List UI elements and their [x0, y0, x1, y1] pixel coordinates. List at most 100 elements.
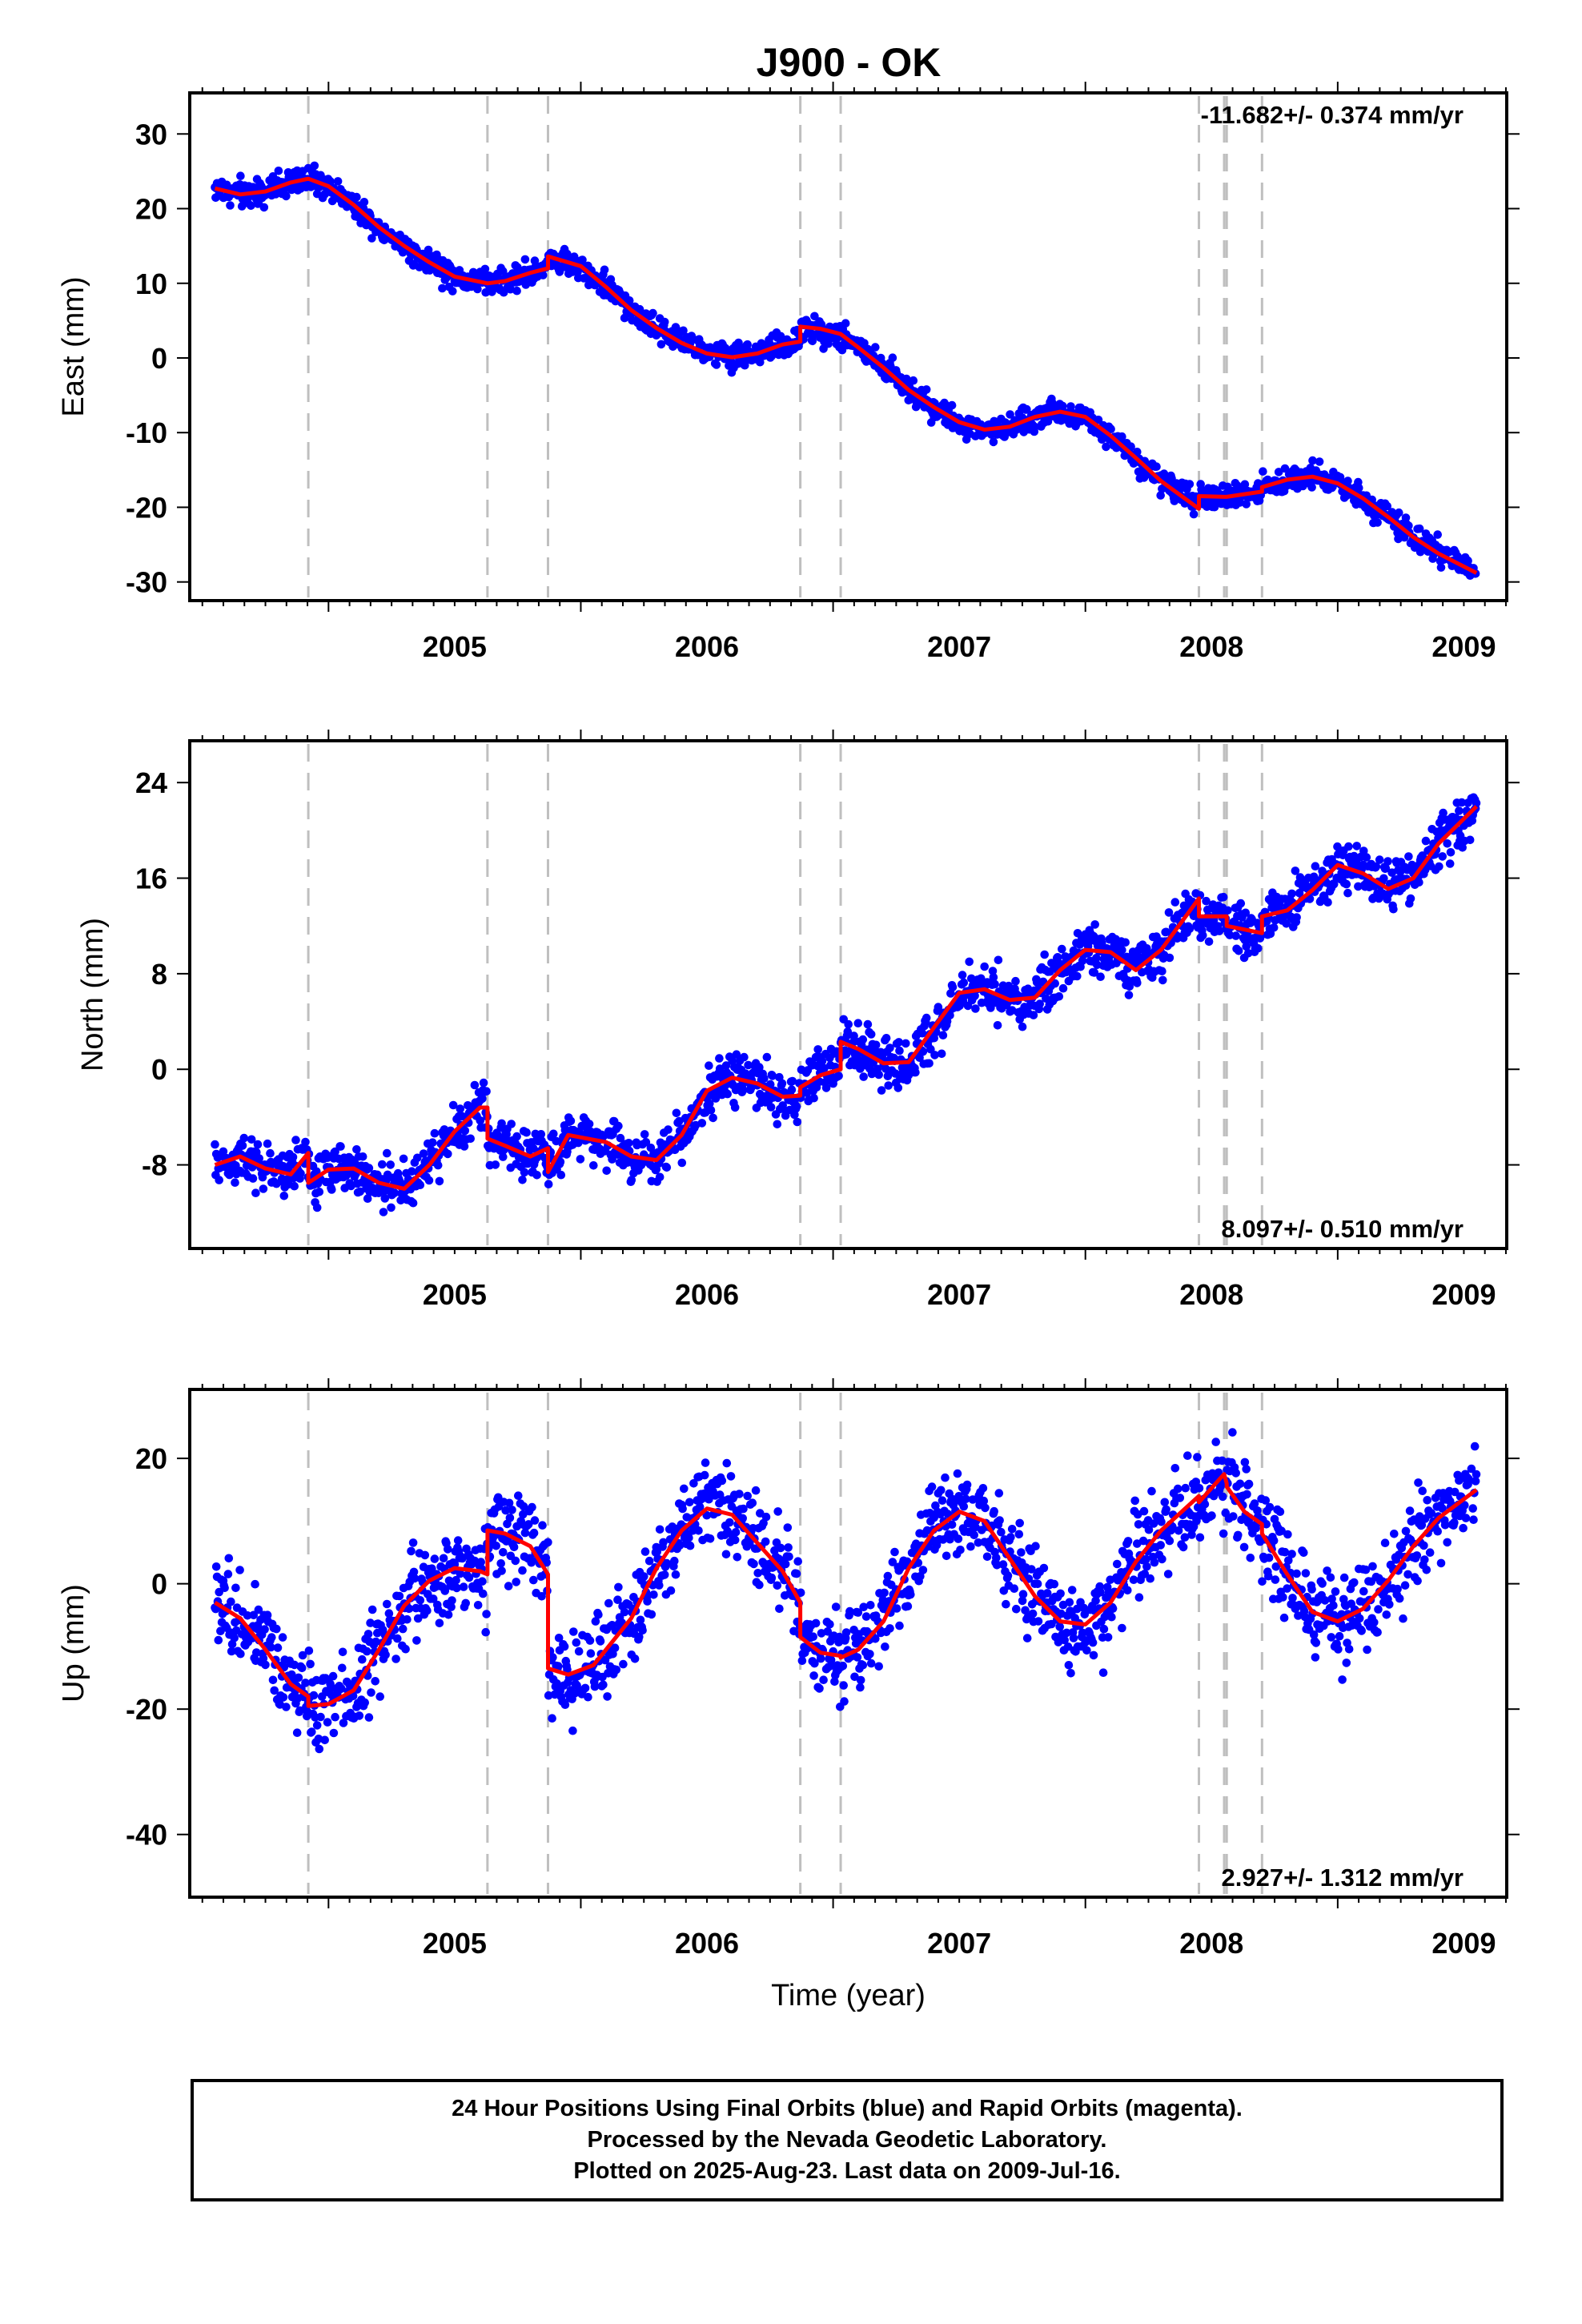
data-point	[1018, 1596, 1027, 1606]
data-point	[1401, 513, 1411, 522]
data-point	[788, 1076, 797, 1086]
data-point	[301, 1137, 310, 1147]
data-point	[1090, 968, 1099, 977]
data-point	[464, 1573, 474, 1582]
data-point	[744, 1060, 753, 1070]
data-point	[680, 1484, 689, 1494]
north-model-line	[214, 805, 1478, 1191]
data-point	[456, 1104, 465, 1113]
data-point	[1140, 1570, 1150, 1578]
data-point	[599, 1680, 608, 1690]
data-point	[885, 1043, 894, 1052]
data-point	[1231, 931, 1240, 940]
data-point	[584, 1120, 594, 1128]
data-point	[479, 1078, 488, 1088]
data-point	[267, 1642, 275, 1652]
data-point	[478, 1094, 487, 1104]
data-point	[384, 1609, 394, 1618]
data-point	[509, 1542, 519, 1552]
x-tick-label: 2006	[675, 1278, 739, 1311]
data-point	[1064, 1661, 1074, 1670]
data-point	[507, 1120, 516, 1128]
data-point	[942, 1551, 951, 1561]
data-point	[1435, 862, 1443, 871]
data-point	[430, 1128, 440, 1138]
data-point	[627, 1176, 636, 1184]
data-point	[722, 1458, 732, 1468]
data-point	[227, 1647, 236, 1656]
data-point	[881, 1034, 891, 1043]
data-point	[989, 973, 998, 982]
x-tick-label: 2005	[423, 1278, 487, 1311]
data-point	[1242, 500, 1251, 509]
data-point	[1159, 469, 1169, 478]
data-point	[1199, 931, 1207, 940]
data-point	[994, 1489, 1004, 1498]
data-point	[624, 1139, 633, 1148]
data-point	[1383, 857, 1392, 866]
data-point	[310, 161, 319, 171]
data-point	[301, 1679, 310, 1687]
data-point	[756, 357, 765, 367]
data-point	[243, 1611, 252, 1620]
data-point	[1375, 855, 1384, 864]
data-point	[352, 1145, 361, 1154]
data-point	[306, 1659, 315, 1669]
data-point	[709, 1113, 717, 1123]
data-point	[273, 1643, 283, 1652]
data-point	[1234, 947, 1243, 955]
data-point	[1030, 422, 1039, 432]
data-point	[726, 1472, 736, 1481]
data-point	[1458, 843, 1467, 852]
data-point	[858, 1661, 868, 1670]
data-point	[965, 957, 974, 967]
data-point	[1092, 954, 1101, 963]
data-point	[1073, 1604, 1082, 1614]
data-point	[1158, 1554, 1166, 1564]
data-point	[739, 1504, 748, 1514]
data-point	[416, 1180, 425, 1189]
data-point	[1173, 1484, 1182, 1494]
data-point	[304, 1647, 314, 1655]
data-point	[381, 1651, 390, 1659]
data-point	[993, 1021, 1002, 1030]
data-point	[544, 1691, 553, 1700]
data-point	[865, 1650, 874, 1659]
data-point	[591, 1617, 600, 1626]
data-point	[511, 1556, 520, 1566]
data-point	[399, 1154, 408, 1164]
data-point	[1007, 1525, 1017, 1534]
data-point	[874, 1662, 883, 1671]
data-point	[496, 1559, 505, 1568]
data-point	[877, 1086, 886, 1095]
data-point	[480, 264, 490, 274]
data-point	[497, 1119, 506, 1128]
data-point	[444, 1149, 452, 1159]
data-point	[721, 1550, 731, 1559]
data-point	[1342, 879, 1351, 889]
data-point	[390, 1188, 400, 1197]
data-point	[762, 1052, 772, 1062]
data-point	[1389, 904, 1398, 914]
x-tick-label: 2005	[423, 630, 487, 663]
data-point	[1033, 1579, 1042, 1589]
x-tick-label: 2007	[927, 1278, 991, 1311]
data-point	[383, 1148, 391, 1158]
data-point	[880, 1588, 889, 1598]
data-point	[1121, 938, 1130, 947]
data-point	[1118, 946, 1126, 955]
data-point	[685, 1534, 693, 1542]
data-point	[1287, 889, 1296, 899]
data-point	[1012, 1604, 1021, 1614]
data-point	[482, 1610, 491, 1618]
data-point	[569, 1627, 578, 1636]
data-point	[1225, 931, 1235, 939]
data-point	[604, 1598, 613, 1608]
y-tick-label: -20	[126, 491, 167, 524]
data-point	[1035, 999, 1044, 1008]
data-point	[918, 1047, 928, 1056]
data-point	[635, 1632, 644, 1642]
data-point	[386, 1160, 396, 1169]
